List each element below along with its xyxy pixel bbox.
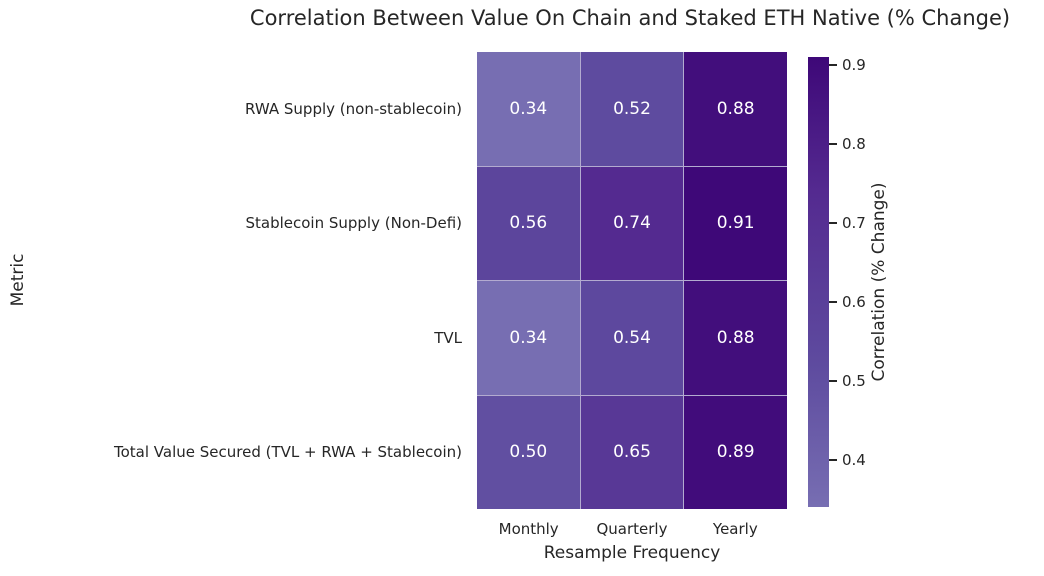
cell-value: 0.91: [716, 213, 755, 234]
y-tick-label: Total Value Secured (TVL + RWA + Stablec…: [113, 442, 462, 461]
heatmap-cell: 0.65: [580, 395, 684, 509]
cell-value: 0.88: [716, 98, 755, 119]
colorbar-tick-label: 0.7: [842, 213, 866, 232]
cell-value: 0.34: [509, 98, 548, 119]
heatmap-cell: 0.34: [477, 281, 580, 395]
y-tick-labels: RWA Supply (non-stablecoin) Stablecoin Su…: [0, 52, 477, 509]
colorbar-tick-label: 0.6: [842, 292, 866, 311]
x-tick-label: Monthly: [498, 520, 559, 538]
cell-value: 0.56: [509, 213, 548, 234]
cell-value: 0.54: [613, 327, 651, 348]
cell-value: 0.50: [509, 442, 548, 463]
heatmap-cell: 0.34: [477, 52, 580, 166]
chart-title: Correlation Between Value On Chain and S…: [249, 6, 1011, 30]
colorbar-tick-label: 0.9: [842, 55, 866, 74]
heatmap-cell: 0.52: [580, 52, 684, 166]
x-tick-label: Quarterly: [596, 520, 668, 538]
heatmap-cell: 0.74: [580, 166, 684, 280]
colorbar-tick-label: 0.4: [842, 450, 866, 469]
colorbar-label: Correlation (% Change): [869, 182, 889, 382]
heatmap-cell: 0.91: [684, 166, 787, 280]
cell-value: 0.89: [716, 442, 755, 463]
y-tick-label: RWA Supply (non-stablecoin): [245, 100, 462, 119]
x-axis-label: Resample Frequency: [543, 543, 721, 563]
x-tick-labels: Monthly Quarterly Yearly: [477, 520, 787, 538]
colorbar-tick: 0.8: [829, 135, 866, 153]
colorbar-tick-mark: [829, 458, 837, 461]
heatmap-cell: 0.88: [684, 281, 787, 395]
heatmap-cell: 0.88: [684, 52, 787, 166]
cell-value: 0.34: [509, 327, 548, 348]
colorbar-tick: 0.7: [829, 214, 866, 232]
heatmap-cell: 0.56: [477, 166, 580, 280]
colorbar-tick-mark: [829, 63, 837, 66]
colorbar-tick: 0.4: [829, 451, 866, 469]
heatmap-cell: 0.89: [684, 395, 787, 509]
colorbar-tick-label: 0.8: [842, 134, 866, 153]
colorbar-tick: 0.9: [829, 56, 866, 74]
heatmap-cell: 0.50: [477, 395, 580, 509]
y-tick-label: TVL: [434, 328, 462, 347]
y-tick-label: Stablecoin Supply (Non-Defi): [245, 214, 462, 233]
colorbar-tick-mark: [829, 300, 837, 303]
colorbar-tick: 0.5: [829, 372, 866, 390]
colorbar-tick-mark: [829, 221, 837, 224]
colorbar-tick-mark: [829, 379, 837, 382]
cell-value: 0.74: [613, 213, 651, 234]
colorbar-tick-mark: [829, 142, 837, 145]
cell-value: 0.88: [716, 327, 755, 348]
colorbar-tick-label: 0.5: [842, 371, 866, 390]
cell-value: 0.52: [613, 98, 651, 119]
colorbar-tick: 0.6: [829, 293, 866, 311]
cell-value: 0.65: [613, 442, 651, 463]
heatmap-cell: 0.54: [580, 281, 684, 395]
heatmap-grid: 0.34 0.52 0.88 0.56 0.74 0.91 0.34 0.54 0.88 0.50…: [477, 52, 787, 509]
colorbar: 0.9 0.8 0.7 0.6 0.5 0.4: [808, 56, 866, 507]
x-tick-label: Yearly: [712, 520, 758, 538]
